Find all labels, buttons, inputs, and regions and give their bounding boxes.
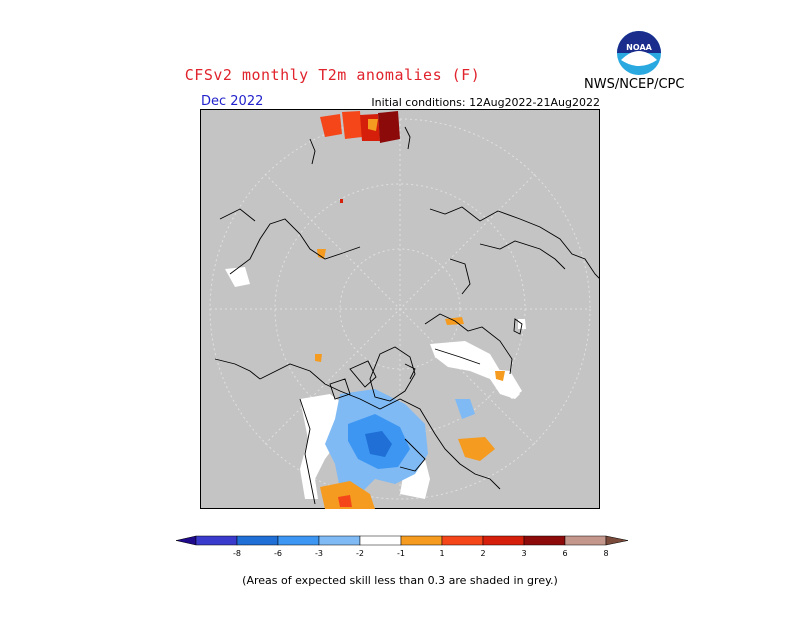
colorbar-arrow-right [605, 535, 628, 546]
coastlines [214, 126, 600, 505]
colorbar-swatch [564, 535, 607, 546]
colorbar-swatch [441, 535, 484, 546]
colorbar-tick-label: -8 [233, 549, 241, 558]
colorbar-swatch [359, 535, 402, 546]
colorbar-swatch [277, 535, 320, 546]
colorbar-tick-label: -3 [315, 549, 323, 558]
cold-anomaly-region [325, 389, 475, 494]
noaa-logo: NOAA [617, 31, 661, 75]
colorbar-swatches [176, 535, 628, 546]
colorbar-arrow-left [176, 535, 197, 546]
colorbar-swatch [400, 535, 443, 546]
colorbar-tick-label: -1 [397, 549, 405, 558]
skill-footnote: (Areas of expected skill less than 0.3 a… [242, 574, 558, 587]
colorbar-tick-label: 8 [603, 549, 608, 558]
colorbar-tick-label: -2 [356, 549, 364, 558]
colorbar-swatch [523, 535, 566, 546]
colorbar-swatch [318, 535, 361, 546]
colorbar-swatch [482, 535, 525, 546]
colorbar-tick-label: 3 [521, 549, 526, 558]
colorbar-tick-label: -6 [274, 549, 282, 558]
colorbar-tick-label: 2 [480, 549, 485, 558]
colorbar-labels: -8 -6 -3 -2 -1 1 2 3 6 8 [233, 549, 609, 558]
logo-text: NOAA [626, 43, 652, 52]
polar-map [200, 109, 600, 509]
agency-label: NWS/NCEP/CPC [584, 77, 685, 92]
valid-month: Dec 2022 [201, 94, 264, 109]
colorbar-swatch [236, 535, 279, 546]
chart-title: CFSv2 monthly T2m anomalies (F) [184, 66, 481, 84]
colorbar: -8 -6 -3 -2 -1 1 2 3 6 8 [176, 535, 628, 558]
colorbar-tick-label: 1 [439, 549, 444, 558]
colorbar-swatch [195, 535, 238, 546]
colorbar-tick-label: 6 [562, 549, 567, 558]
initial-conditions: Initial conditions: 12Aug2022-21Aug2022 [371, 96, 600, 109]
